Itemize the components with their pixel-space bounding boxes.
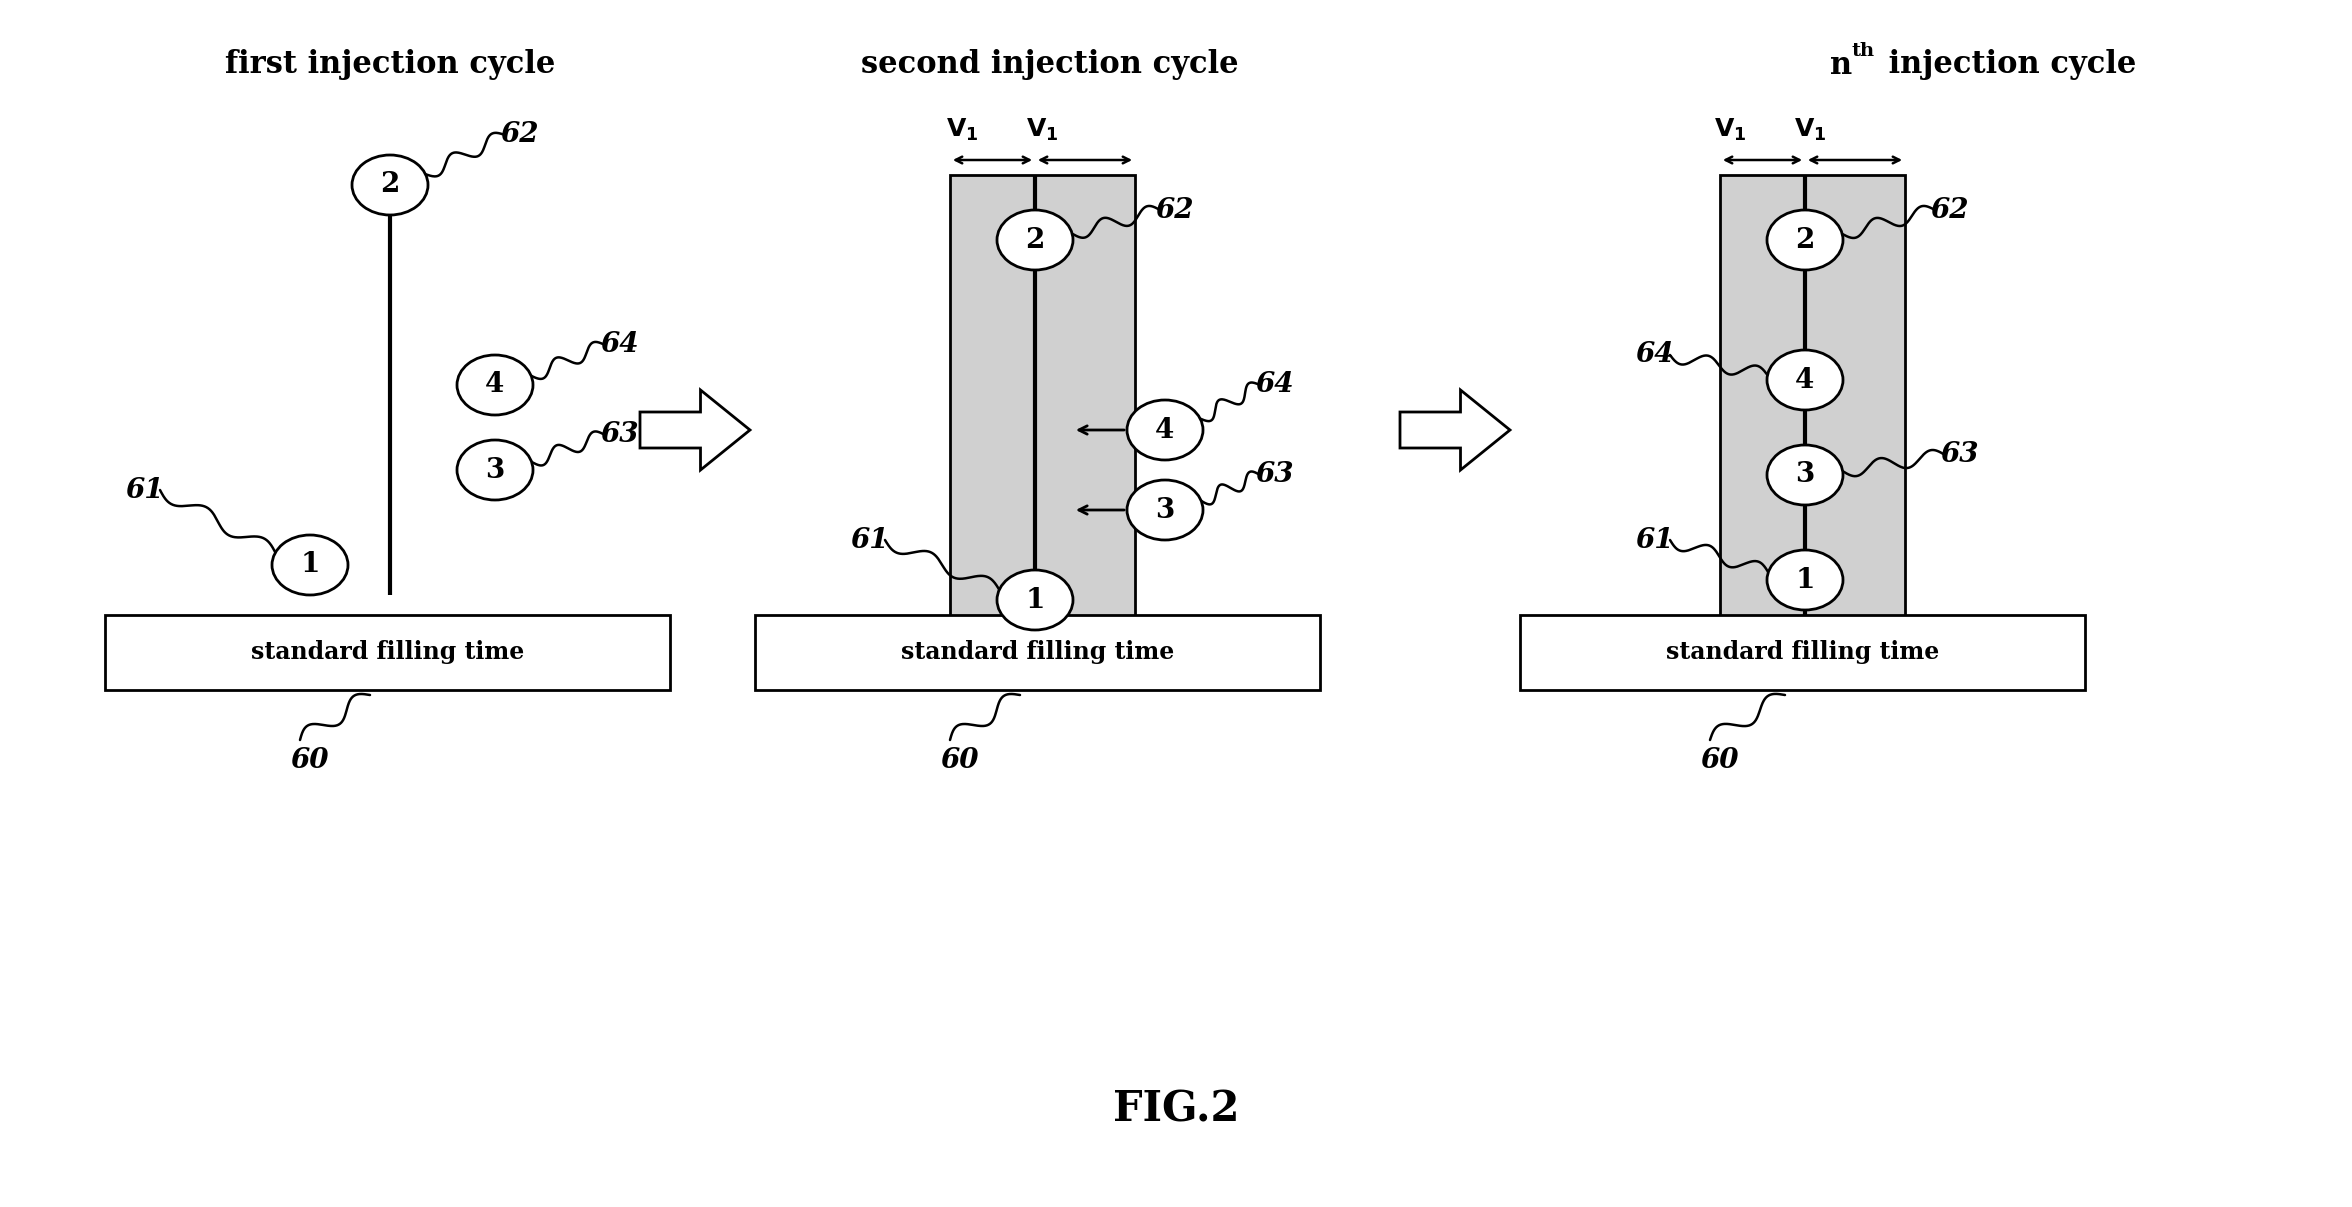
- Bar: [1519, 616, 2084, 690]
- Ellipse shape: [997, 570, 1073, 630]
- Text: 2: 2: [1025, 227, 1044, 253]
- Text: standard filling time: standard filling time: [252, 641, 524, 665]
- Ellipse shape: [997, 210, 1073, 270]
- Text: 4: 4: [485, 372, 506, 398]
- Text: 2: 2: [1795, 227, 1816, 253]
- Bar: [950, 175, 1136, 665]
- Ellipse shape: [1766, 550, 1844, 610]
- Text: 1: 1: [301, 552, 320, 578]
- Text: 61: 61: [1635, 526, 1675, 554]
- Text: 64: 64: [600, 332, 640, 358]
- Ellipse shape: [456, 355, 534, 415]
- Text: standard filling time: standard filling time: [901, 641, 1174, 665]
- Text: 1: 1: [1795, 566, 1816, 594]
- Text: first injection cycle: first injection cycle: [226, 49, 555, 81]
- Text: 3: 3: [485, 456, 506, 484]
- Text: 63: 63: [600, 421, 640, 449]
- Text: FIG.2: FIG.2: [1112, 1089, 1240, 1131]
- Ellipse shape: [353, 154, 428, 215]
- Text: 64: 64: [1635, 342, 1675, 368]
- Polygon shape: [640, 390, 750, 470]
- Text: th: th: [1851, 42, 1875, 60]
- Ellipse shape: [1766, 350, 1844, 410]
- Text: second injection cycle: second injection cycle: [861, 49, 1240, 81]
- Text: 1: 1: [1025, 587, 1044, 613]
- Text: 4: 4: [1795, 367, 1816, 393]
- Text: 3: 3: [1155, 496, 1174, 524]
- Text: 4: 4: [1155, 416, 1174, 443]
- Text: $\mathbf{V_1}$: $\mathbf{V_1}$: [1025, 117, 1058, 144]
- Bar: [106, 616, 670, 690]
- Text: $\mathbf{V_1}$: $\mathbf{V_1}$: [1795, 117, 1825, 144]
- Ellipse shape: [1127, 400, 1202, 460]
- Text: injection cycle: injection cycle: [1877, 49, 2136, 81]
- Text: $\mathbf{V_1}$: $\mathbf{V_1}$: [1715, 117, 1745, 144]
- Ellipse shape: [1766, 445, 1844, 505]
- Text: 64: 64: [1256, 372, 1294, 398]
- Bar: [1719, 175, 1905, 665]
- Text: 63: 63: [1940, 442, 1980, 468]
- Text: 62: 62: [501, 122, 539, 148]
- Text: $\mathbf{V_1}$: $\mathbf{V_1}$: [946, 117, 978, 144]
- Text: 2: 2: [381, 171, 400, 198]
- Ellipse shape: [1766, 210, 1844, 270]
- Text: 62: 62: [1155, 197, 1195, 223]
- Ellipse shape: [456, 441, 534, 500]
- Text: 60: 60: [292, 746, 329, 774]
- Text: 61: 61: [851, 526, 889, 554]
- Text: 63: 63: [1256, 461, 1294, 489]
- Text: 60: 60: [1700, 746, 1738, 774]
- Text: standard filling time: standard filling time: [1665, 641, 1938, 665]
- Text: 3: 3: [1795, 461, 1816, 489]
- Text: 60: 60: [941, 746, 978, 774]
- Polygon shape: [1399, 390, 1510, 470]
- Ellipse shape: [1127, 480, 1202, 540]
- Ellipse shape: [273, 535, 348, 595]
- Text: 62: 62: [1931, 197, 1969, 223]
- Text: 61: 61: [125, 477, 165, 503]
- Bar: [755, 616, 1319, 690]
- Text: n: n: [1830, 49, 1853, 81]
